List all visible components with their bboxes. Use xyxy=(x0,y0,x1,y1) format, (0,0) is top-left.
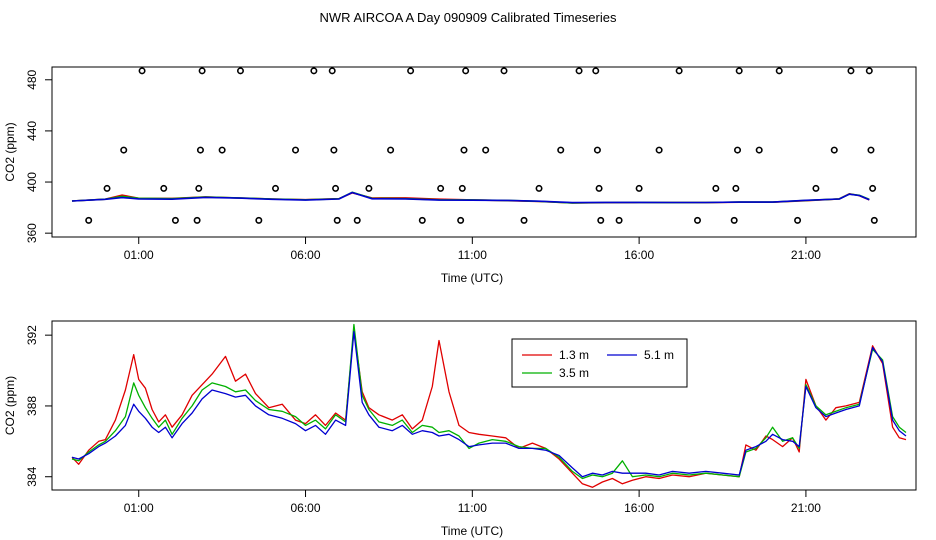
calibration-marker xyxy=(196,146,204,154)
calibration-marker xyxy=(292,146,300,154)
calibration-marker xyxy=(734,146,742,154)
y-axis-label: CO2 (ppm) xyxy=(3,122,17,181)
calibration-marker xyxy=(437,184,445,192)
calibration-marker xyxy=(693,216,701,224)
calibration-marker xyxy=(462,67,470,75)
legend-label: 1.3 m xyxy=(559,348,589,362)
calibration-marker xyxy=(735,67,743,75)
calibration-marker xyxy=(593,146,601,154)
y-tick-label: 360 xyxy=(25,223,39,243)
calibration-marker xyxy=(85,216,93,224)
y-tick-label: 400 xyxy=(25,172,39,192)
calibration-marker xyxy=(730,216,738,224)
x-tick-label: 01:00 xyxy=(124,248,154,262)
calibration-marker xyxy=(457,216,465,224)
calibration-marker xyxy=(635,184,643,192)
legend-box xyxy=(511,338,688,388)
calibration-marker xyxy=(272,184,280,192)
y-tick-label: 388 xyxy=(25,396,39,416)
calibration-marker xyxy=(575,67,583,75)
calibration-marker xyxy=(655,146,663,154)
calibration-marker xyxy=(482,146,490,154)
calibration-marker xyxy=(255,216,263,224)
y-tick-label: 480 xyxy=(25,69,39,89)
calibration-marker xyxy=(755,146,763,154)
calibration-marker xyxy=(520,216,528,224)
calibration-marker xyxy=(615,216,623,224)
calibration-marker xyxy=(418,216,426,224)
calibration-marker xyxy=(830,146,838,154)
series-line-5-1-m xyxy=(71,330,907,478)
x-tick-label: 16:00 xyxy=(624,501,654,515)
calibration-marker xyxy=(794,216,802,224)
calibration-marker xyxy=(869,184,877,192)
x-tick-label: 21:00 xyxy=(791,248,821,262)
calibration-marker xyxy=(120,146,128,154)
calibration-marker xyxy=(328,67,336,75)
x-tick-label: 06:00 xyxy=(291,501,321,515)
x-tick-label: 01:00 xyxy=(124,501,154,515)
calibration-marker xyxy=(847,67,855,75)
calibration-marker xyxy=(597,216,605,224)
calibration-marker xyxy=(812,184,820,192)
bottom-panel: 01:00 06:00 11:00 16:00 21:00 384 388 392 Time (… xyxy=(3,320,917,538)
plot-frame xyxy=(51,66,917,238)
y-axis-label: CO2 (ppm) xyxy=(3,376,17,435)
x-tick-label: 06:00 xyxy=(291,248,321,262)
calibration-marker xyxy=(160,184,168,192)
calibration-marker xyxy=(193,216,201,224)
calibration-marker xyxy=(333,216,341,224)
y-tick-label: 384 xyxy=(25,466,39,486)
chart-title: NWR AIRCOA A Day 090909 Calibrated Times… xyxy=(320,10,617,25)
calibration-marker xyxy=(198,67,206,75)
calibration-marker xyxy=(775,67,783,75)
calibration-marker xyxy=(387,146,395,154)
series-line-5-1-m xyxy=(71,191,870,204)
calibration-marker xyxy=(712,184,720,192)
legend-label: 5.1 m xyxy=(644,348,674,362)
calibration-marker xyxy=(218,146,226,154)
x-axis-label: Time (UTC) xyxy=(441,524,503,538)
calibration-marker xyxy=(407,67,415,75)
calibration-marker xyxy=(458,184,466,192)
calibration-marker xyxy=(103,184,111,192)
calibration-marker xyxy=(500,67,508,75)
calibration-marker xyxy=(365,184,373,192)
calibration-marker xyxy=(195,184,203,192)
x-tick-label: 11:00 xyxy=(458,501,487,515)
x-tick-label: 11:00 xyxy=(458,248,487,262)
calibration-marker xyxy=(867,146,875,154)
calibration-marker xyxy=(865,67,873,75)
calibration-marker xyxy=(557,146,565,154)
x-tick-label: 21:00 xyxy=(791,501,821,515)
x-tick-label: 16:00 xyxy=(624,248,654,262)
calibration-marker xyxy=(332,184,340,192)
calibration-marker xyxy=(460,146,468,154)
y-tick-label: 440 xyxy=(25,121,39,141)
calibration-marker xyxy=(236,67,244,75)
y-tick-label: 392 xyxy=(25,325,39,345)
legend: 1.3 m 5.1 m 3.5 m xyxy=(511,338,688,388)
calibration-marker xyxy=(675,67,683,75)
x-axis-label: Time (UTC) xyxy=(441,271,503,285)
calibration-marker xyxy=(310,67,318,75)
calibration-marker xyxy=(171,216,179,224)
calibration-marker xyxy=(592,67,600,75)
calibration-marker xyxy=(138,67,146,75)
calibration-marker xyxy=(330,146,338,154)
plot-area xyxy=(71,323,907,488)
calibration-marker xyxy=(535,184,543,192)
calibration-marker xyxy=(353,216,361,224)
legend-label: 3.5 m xyxy=(559,366,589,380)
series-line-1-3-m xyxy=(71,329,907,488)
series-line-3-5-m xyxy=(71,323,907,480)
plot-area xyxy=(71,191,870,204)
calibration-marker xyxy=(732,184,740,192)
calibration-marker xyxy=(870,216,878,224)
top-panel: 01:00 06:00 11:00 16:00 21:00 360 400 440 480 Tim… xyxy=(3,66,917,285)
calibration-marker xyxy=(595,184,603,192)
